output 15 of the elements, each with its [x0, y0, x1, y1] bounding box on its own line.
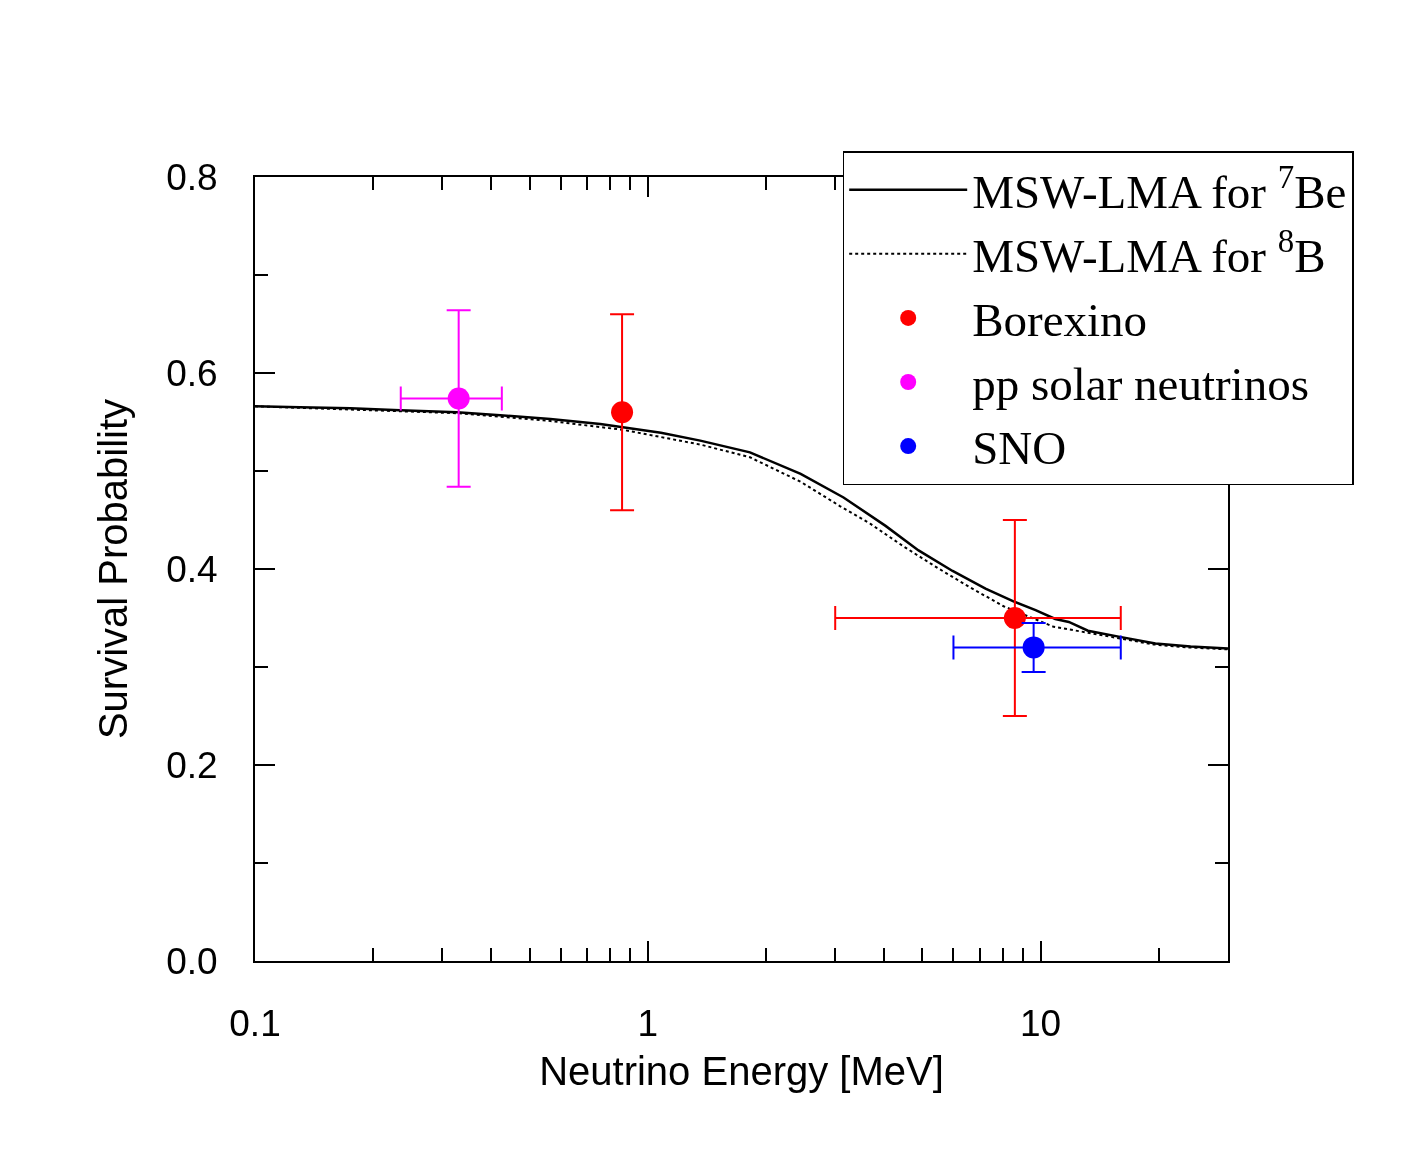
legend-label: SNO	[972, 422, 1067, 475]
legend-label: Borexino	[972, 294, 1148, 347]
x-tick-label: 10	[1020, 1003, 1062, 1045]
y-tick-label: 0.0	[166, 940, 218, 982]
y-axis-title: Survival Probability	[91, 398, 136, 740]
x-axis-title: Neutrino Energy [MeV]	[539, 1049, 944, 1094]
y-tick-label: 0.4	[166, 548, 218, 590]
x-tick-label: 0.1	[229, 1003, 281, 1045]
legend-label: MSW-LMA for $^{8}$B	[972, 223, 1326, 283]
y-tick-label: 0.8	[166, 156, 218, 198]
legend-label: pp solar neutrinos	[972, 358, 1309, 411]
y-tick-label: 0.6	[166, 352, 218, 394]
x-tick-label: 1	[637, 1003, 659, 1045]
y-tick-label: 0.2	[166, 744, 218, 786]
legend-label: MSW-LMA for $^{7}$Be	[972, 159, 1347, 219]
